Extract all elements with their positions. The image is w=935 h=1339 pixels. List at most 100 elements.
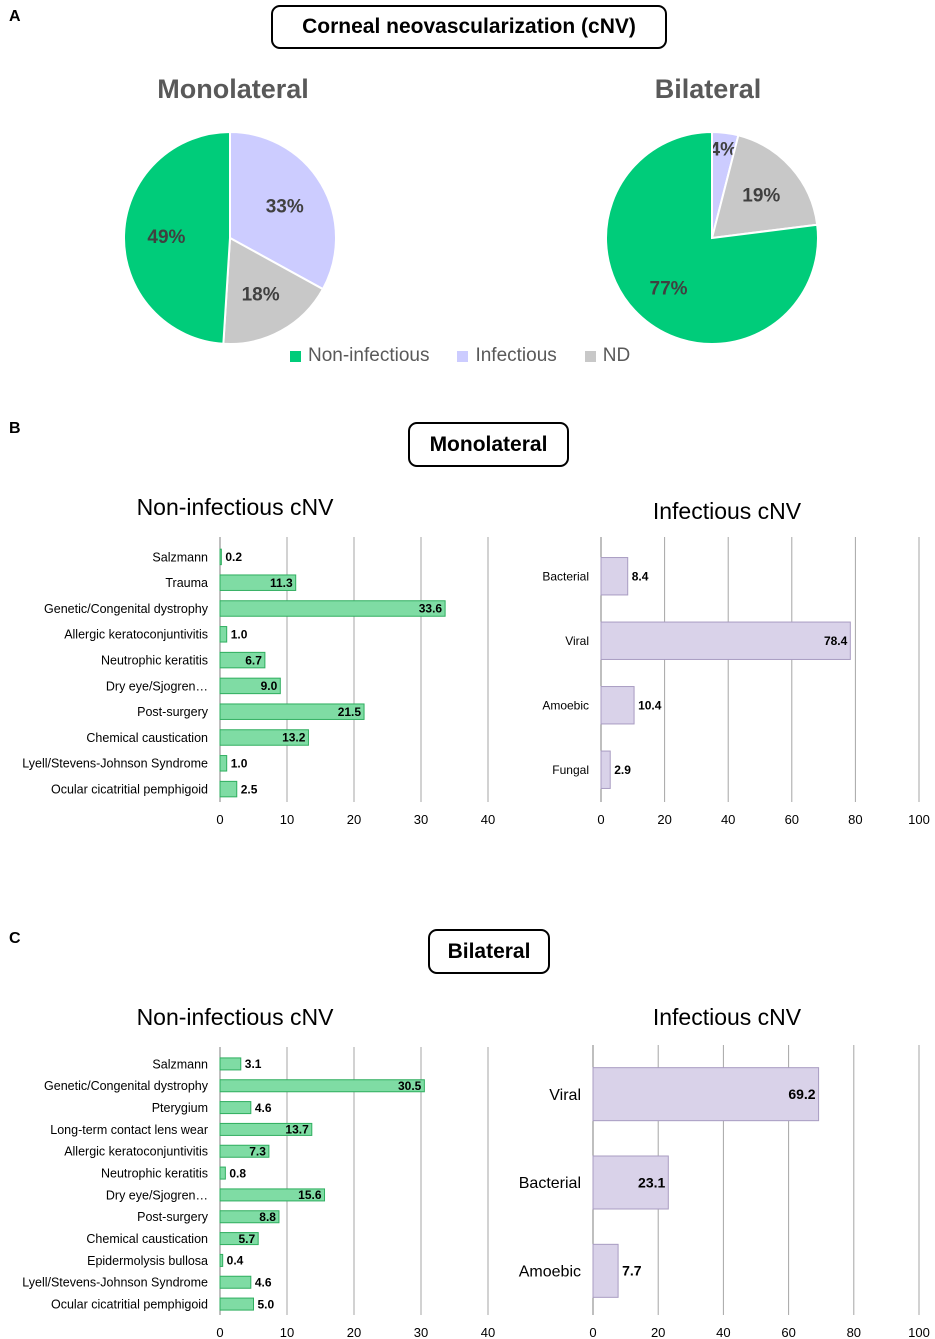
- chart-title-mono-infectious: Infectious cNV: [652, 498, 802, 524]
- legend-label-nd: ND: [602, 345, 631, 366]
- section-title-bilateral: Bilateral: [428, 929, 550, 974]
- x-tick-label: 20: [347, 812, 361, 827]
- bar-post-surgery: [219, 703, 365, 720]
- panel-letter-c: C: [9, 930, 21, 947]
- value-label: 15.6: [298, 1188, 322, 1202]
- pie-chart-monolateral: 33% 18% 49%: [123, 130, 337, 345]
- category-label: Ocular cicatritial pemphigoid: [51, 1297, 208, 1311]
- category-label: Salzmann: [152, 550, 208, 564]
- x-tick-label: 40: [481, 1325, 495, 1339]
- x-tick-label: 20: [651, 1325, 665, 1339]
- bar-genetic-congenital-dystrophy: [219, 1079, 425, 1093]
- legend-label-infectious: Infectious: [475, 345, 557, 366]
- x-tick-label: 40: [716, 1325, 730, 1339]
- value-label: 0.4: [227, 1254, 244, 1268]
- bar-ocular-cicatritial-pemphigoid: [219, 1297, 254, 1311]
- category-label: Neutrophic keratitis: [101, 1166, 208, 1180]
- value-label: 10.4: [638, 698, 662, 712]
- category-label: Neutrophic keratitis: [101, 653, 208, 667]
- x-tick-label: 0: [597, 812, 604, 827]
- value-label: 11.3: [270, 576, 293, 590]
- panel-letter-a: A: [9, 8, 21, 25]
- bar-amoebic: [600, 686, 635, 725]
- bar-neutrophic-keratitis: [219, 1166, 226, 1180]
- pie-title-bilateral: Bilateral: [654, 74, 762, 104]
- bar-genetic-congenital-dystrophy: [219, 600, 446, 617]
- value-label: 1.0: [231, 757, 248, 771]
- category-label: Dry eye/Sjogren…: [106, 679, 208, 693]
- bar-chemical-caustication: [219, 729, 309, 746]
- bar-epidermolysis-bullosa: [219, 1253, 224, 1267]
- x-tick-label: 20: [347, 1325, 361, 1339]
- pie-slice-nd: [222, 236, 325, 345]
- category-label: Amoebic: [542, 698, 589, 712]
- category-label: Chemical caustication: [86, 1232, 208, 1246]
- bar-chart-mono-noninfectious: 0 10 20 30 40 Salzmann 0.2 Trauma 11.3 Genetic/Co…: [22, 537, 495, 827]
- value-label: 7.3: [249, 1144, 266, 1158]
- bar-lyell-stevens-johnson-syndrome: [219, 1275, 252, 1289]
- bar-ocular-cicatritial-pemphigoid: [219, 780, 238, 798]
- category-label: Lyell/Stevens-Johnson Syndrome: [22, 757, 208, 771]
- category-label: Viral: [565, 634, 589, 648]
- value-label: 1.0: [231, 628, 248, 642]
- category-label: Pterygium: [152, 1101, 208, 1115]
- value-label: 6.7: [245, 653, 262, 667]
- value-label: 23.1: [638, 1174, 665, 1190]
- bar-pterygium: [219, 1101, 252, 1115]
- x-tick-label: 0: [589, 1325, 596, 1339]
- bar-allergic-keratoconjuntivitis: [219, 626, 228, 643]
- legend-label-non-infectious: Non-infectious: [308, 345, 430, 366]
- pie-label-non-infectious: 77%: [650, 278, 688, 299]
- category-label: Fungal: [552, 763, 589, 777]
- x-tick-label: 60: [785, 812, 799, 827]
- pie-slice-non-infectious: [605, 130, 819, 345]
- x-tick-label: 100: [908, 812, 930, 827]
- value-label: 4.6: [255, 1101, 272, 1115]
- value-label: 5.0: [258, 1297, 275, 1311]
- value-label: 0.8: [229, 1166, 246, 1180]
- category-label: Genetic/Congenital dystrophy: [44, 1079, 209, 1093]
- chart-title-bi-noninfectious: Non-infectious cNV: [136, 1004, 334, 1030]
- legend-item-infectious: Infectious: [457, 345, 557, 367]
- x-tick-label: 30: [414, 1325, 428, 1339]
- category-label: Trauma: [165, 576, 208, 590]
- bar-amoebic: [592, 1243, 619, 1298]
- pie-chart-bilateral: 4% 19% 77%: [605, 130, 819, 345]
- chart-title-bi-infectious: Infectious cNV: [652, 1004, 802, 1030]
- value-label: 69.2: [788, 1086, 815, 1102]
- pie-label-nd: 18%: [242, 285, 280, 306]
- x-tick-label: 80: [847, 1325, 861, 1339]
- pie-label-infectious: 33%: [266, 197, 304, 218]
- bar-fungal: [600, 750, 611, 789]
- pie-slice-non-infectious: [123, 130, 231, 345]
- pie-slice-nd: [710, 134, 819, 240]
- x-tick-label: 20: [657, 812, 671, 827]
- value-label: 78.4: [824, 634, 848, 648]
- value-label: 9.0: [261, 679, 278, 693]
- category-label: Post-surgery: [137, 1210, 209, 1224]
- section-title-monolateral: Monolateral: [408, 422, 569, 467]
- x-tick-label: 0: [216, 1325, 223, 1339]
- pie-slice-infectious: [229, 130, 337, 291]
- bar-chemical-caustication: [219, 1232, 259, 1246]
- bar-allergic-keratoconjuntivitis: [219, 1144, 270, 1158]
- bar-chart-mono-infectious: 0 20 40 60 80 100 Bacterial 8.4 Viral 78.4 Amoebic…: [542, 537, 930, 827]
- x-tick-label: 30: [414, 812, 428, 827]
- pie-title-monolateral: Monolateral: [157, 74, 309, 104]
- value-label: 2.9: [614, 763, 631, 777]
- category-label: Bacterial: [519, 1175, 581, 1192]
- x-tick-label: 40: [481, 812, 495, 827]
- panel-letter-b: B: [9, 420, 21, 437]
- category-label: Allergic keratoconjuntivitis: [64, 628, 208, 642]
- bar-chart-bi-noninfectious: 0 10 20 30 40 Salzmann 3.1 Genetic/Congenital d…: [22, 1047, 495, 1339]
- x-tick-label: 100: [908, 1325, 930, 1339]
- value-label: 2.5: [241, 782, 258, 796]
- category-label: Ocular cicatritial pemphigoid: [51, 782, 208, 796]
- value-label: 8.4: [632, 569, 649, 583]
- main-title: Corneal neovascularization (cNV): [271, 5, 667, 49]
- bar-lyell-stevens-johnson-syndrome: [219, 755, 228, 772]
- category-label: Post-surgery: [137, 705, 209, 719]
- legend-swatch-nd: [584, 350, 596, 362]
- category-label: Bacterial: [542, 569, 589, 583]
- x-tick-label: 10: [280, 1325, 294, 1339]
